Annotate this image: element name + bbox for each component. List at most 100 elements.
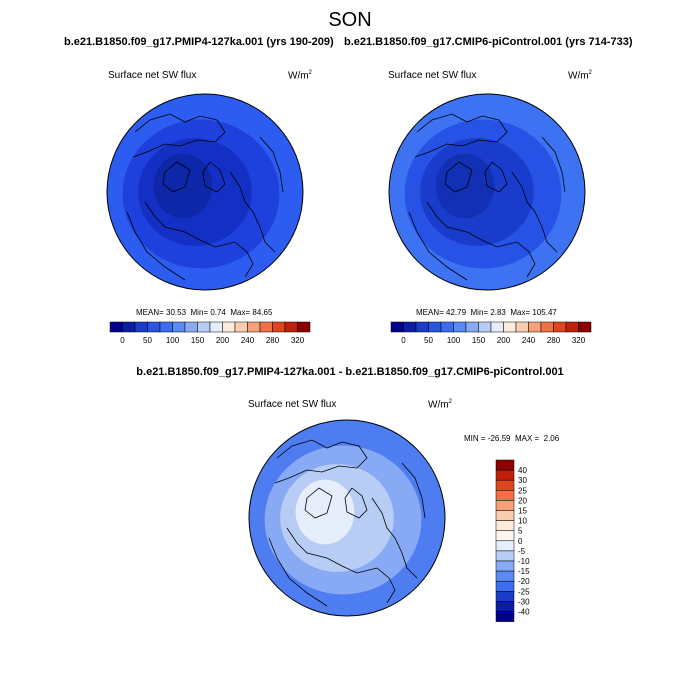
colorbar-tick-label: 280 — [266, 336, 280, 345]
colorbar-box — [222, 321, 236, 333]
colorbar-box — [495, 459, 515, 471]
colorbar-box — [495, 510, 515, 521]
colorbar-tick-label: 200 — [216, 336, 230, 345]
colorbar-box — [495, 520, 515, 531]
colorbar-tick-label: -10 — [518, 557, 530, 566]
colorbar-tick-label: 15 — [518, 507, 527, 516]
field-inner — [153, 153, 213, 219]
colorbar-tick-label: 240 — [241, 336, 255, 345]
colorbar-box — [495, 540, 515, 552]
coastline — [126, 211, 186, 281]
coastline — [408, 211, 468, 281]
field-inner — [435, 153, 495, 219]
field-inner — [295, 479, 355, 545]
colorbar-box — [553, 321, 567, 333]
colorbar-picontrol: 0 50 100 150 200 240 280 320 — [390, 321, 592, 345]
colorbar-box — [297, 321, 311, 333]
colorbar-tick-label: 150 — [191, 336, 205, 345]
colorbar-box — [565, 321, 579, 333]
colorbar-tick-label: -5 — [518, 547, 526, 556]
coastline — [259, 136, 284, 193]
panel-2-variable-label: Surface net SW flux — [388, 70, 477, 81]
colorbar-tick-label: 0 — [120, 336, 125, 345]
coastline — [401, 462, 426, 519]
colorbar-box — [495, 580, 515, 592]
panel-2-case-title: b.e21.B1850.f09_g17.CMIP6-piControl.001 … — [344, 36, 633, 48]
polar-map-picontrol — [388, 93, 586, 291]
diff-units-label: W/m2 — [428, 399, 452, 411]
coastline — [162, 161, 191, 193]
colorbar-tick-label: 0 — [518, 537, 523, 546]
colorbar-box — [184, 321, 198, 333]
colorbar-pmip4: 0 50 100 150 200 240 280 320 — [109, 321, 311, 345]
colorbar-box — [540, 321, 554, 333]
colorbar-box — [495, 550, 515, 562]
diff-case-title: b.e21.B1850.f09_g17.PMIP4-127ka.001 - b.… — [136, 366, 564, 378]
coastline — [344, 487, 368, 519]
colorbar-tick-label: -20 — [518, 577, 530, 586]
colorbar-box — [403, 321, 417, 333]
map-border — [106, 93, 304, 291]
colorbar-tick-label: 10 — [518, 517, 527, 526]
colorbar-box — [247, 321, 261, 333]
colorbar-tick-label: 50 — [424, 336, 433, 345]
colorbar-box — [495, 601, 515, 612]
colorbar-tick-label: 240 — [522, 336, 536, 345]
colorbar-box — [390, 321, 404, 333]
colorbar-tick-label: 200 — [497, 336, 511, 345]
coastline — [414, 113, 508, 158]
colorbar-box — [495, 570, 515, 582]
colorbar-box — [209, 321, 223, 333]
diff-stats: MIN = -26.59 MAX = 2.06 — [464, 434, 560, 443]
colorbar-tick-label: 30 — [518, 476, 527, 485]
colorbar-box — [478, 321, 492, 333]
colorbar-tick-label: 280 — [547, 336, 561, 345]
colorbar-box — [109, 321, 123, 333]
colorbar-tick-label: 20 — [518, 496, 527, 505]
coastline — [371, 497, 418, 579]
colorbar-box — [515, 321, 529, 333]
colorbar-box — [122, 321, 136, 333]
colorbar-tick-label: -15 — [518, 567, 530, 576]
panel-1-units-label: W/m2 — [288, 70, 312, 82]
colorbar-tick-label: 40 — [518, 466, 527, 475]
colorbar-box — [440, 321, 454, 333]
colorbar-tick-label: 320 — [291, 336, 305, 345]
colorbar-box — [578, 321, 592, 333]
colorbar-box — [172, 321, 186, 333]
map-border — [248, 419, 446, 617]
colorbar-box — [428, 321, 442, 333]
colorbar-box — [503, 321, 517, 333]
colorbar-box — [134, 321, 148, 333]
colorbar-box — [495, 490, 515, 501]
panel-1-stats: MEAN= 30.53 Min= 0.74 Max= 84.65 — [136, 308, 273, 317]
colorbar-box — [284, 321, 298, 333]
colorbar-tick-label: -25 — [518, 587, 530, 596]
colorbar-tick-label: 50 — [143, 336, 152, 345]
colorbar-tick-label: -30 — [518, 597, 530, 606]
colorbar-box — [259, 321, 273, 333]
colorbar-tick-label: -40 — [518, 608, 530, 617]
coastline — [274, 439, 368, 484]
colorbar-box — [495, 479, 515, 491]
colorbar-tick-label: 150 — [472, 336, 486, 345]
colorbar-box — [197, 321, 211, 333]
colorbar-tick-label: 320 — [572, 336, 586, 345]
colorbar-box — [495, 530, 515, 542]
panel-1-case-title: b.e21.B1850.f09_g17.PMIP4-127ka.001 (yrs… — [64, 36, 334, 48]
colorbar-tick-label: 100 — [447, 336, 461, 345]
colorbar-box — [528, 321, 542, 333]
colorbar-box — [490, 321, 504, 333]
colorbar-box — [495, 560, 515, 572]
coastline — [511, 171, 558, 253]
season-title: SON — [328, 9, 372, 31]
coastline — [132, 113, 226, 158]
colorbar-tick-label: 0 — [401, 336, 406, 345]
panel-1-variable-label: Surface net SW flux — [108, 70, 197, 81]
panel-2-stats: MEAN= 42.79 Min= 2.83 Max= 105.47 — [416, 308, 557, 317]
colorbar-box — [453, 321, 467, 333]
colorbar-box — [495, 611, 515, 622]
coastline — [286, 527, 396, 604]
